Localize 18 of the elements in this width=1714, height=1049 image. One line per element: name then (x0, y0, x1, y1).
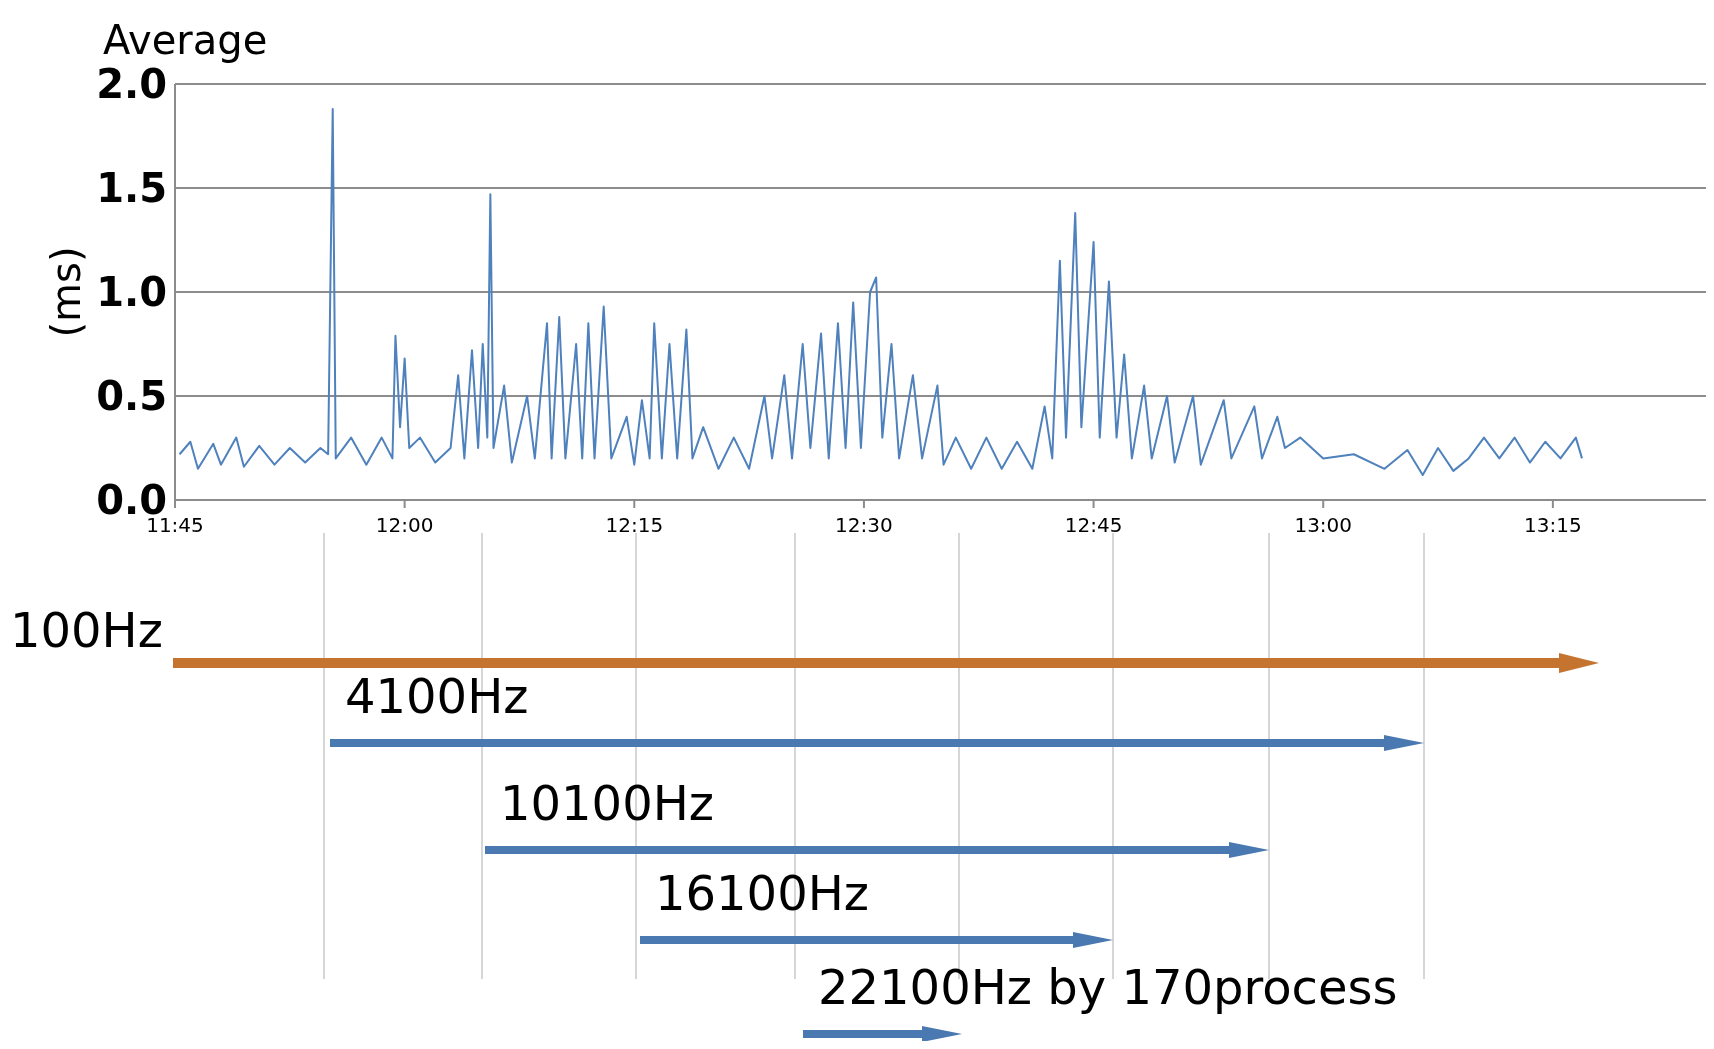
chart-title: Average (103, 17, 268, 63)
x-tick-label: 12:00 (375, 513, 434, 537)
y-tick-label: 2.0 (96, 61, 167, 108)
x-tick-label: 12:45 (1064, 513, 1123, 537)
y-axis-title: (ms) (43, 246, 89, 338)
text: 100Hz (10, 602, 163, 658)
text: 22100Hz by 170process (818, 959, 1398, 1015)
line-series (178, 107, 1583, 477)
y-tick-label: 1.5 (96, 165, 167, 212)
x-tick-label: 12:30 (835, 513, 893, 537)
x-tick-label: 13:00 (1294, 513, 1353, 537)
text: 10100Hz (500, 775, 714, 831)
text: 4100Hz (345, 668, 529, 724)
y-tick-label: 1.0 (96, 269, 167, 316)
text: 16100Hz (655, 865, 869, 921)
y-tick-label: 0.5 (96, 373, 167, 420)
x-tick-label: 12:15 (605, 513, 664, 537)
x-tick-label: 13:15 (1524, 513, 1582, 537)
